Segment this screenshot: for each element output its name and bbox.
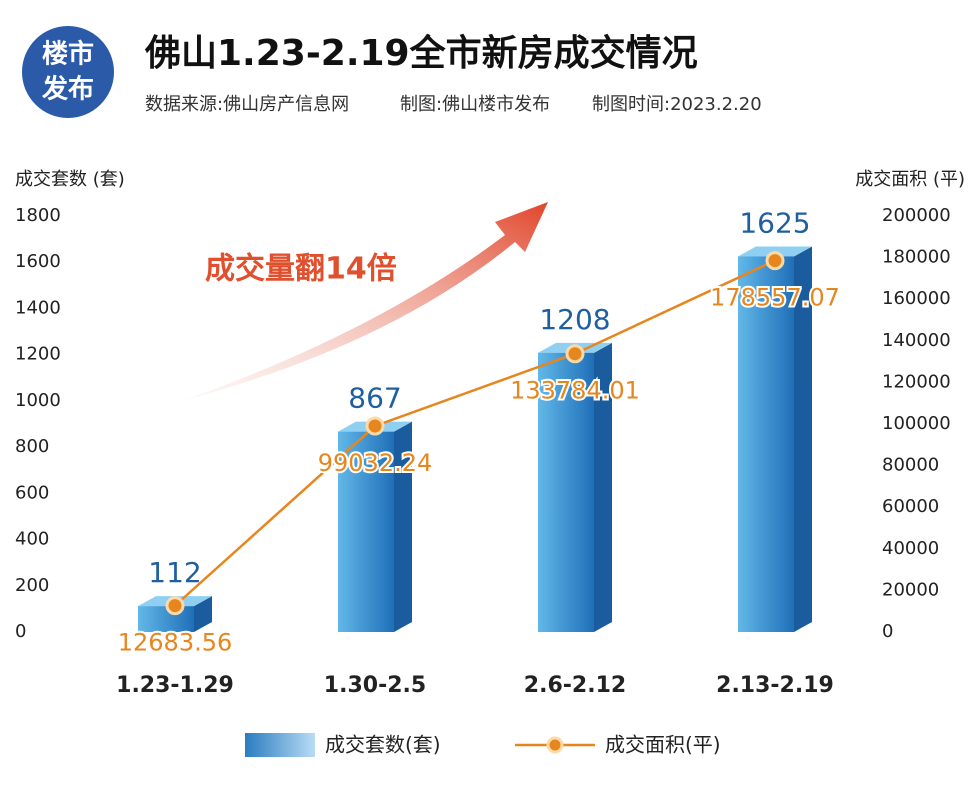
y-tick-label: 0 [15,621,26,642]
legend-label: 成交面积(平) [605,733,721,757]
y-tick-label: 1800 [15,205,61,226]
y2-tick-label: 60000 [882,496,939,517]
bar-value-label: 112 [148,556,201,589]
bar [138,606,194,632]
chart-title: 佛山1.23-2.19全市新房成交情况 [144,32,698,74]
line-value-label: 133784.01 [510,377,640,405]
bar [738,256,794,632]
line-point [565,344,585,364]
x-tick-label: 1.23-1.29 [116,673,234,698]
x-tick-label: 2.13-2.19 [716,673,834,698]
bar [538,352,594,632]
y-tick-label: 1200 [15,344,61,365]
y2-tick-label: 160000 [882,288,951,309]
y-tick-label: 200 [15,575,49,596]
bar-value-label: 1625 [739,206,810,239]
subtitle: 数据来源:佛山房产信息网 [145,94,349,115]
line-value-label: 12683.56 [118,629,233,657]
subtitle: 制图:佛山楼市发布 [400,94,550,115]
y2-tick-label: 0 [882,621,893,642]
y2-tick-label: 40000 [882,538,939,559]
y2-tick-label: 100000 [882,413,951,434]
line-point [165,596,185,616]
y2-tick-label: 120000 [882,371,951,392]
line [174,259,776,607]
line-value-label: 99032.24 [318,449,433,477]
y-tick-label: 1400 [15,297,61,318]
bar-value-label: 1208 [539,303,610,336]
y2-tick-label: 200000 [882,205,951,226]
line-value-label: 178557.07 [710,284,840,312]
y-tick-label: 1000 [15,390,61,411]
y2-tick-label: 180000 [882,247,951,268]
legend-swatch [546,736,564,754]
annotation: 成交量翻14倍 [205,252,397,287]
bar-side [594,342,612,632]
bar-side [194,596,212,632]
bar-side [394,421,412,632]
bar-value-label: 867 [348,382,401,415]
y2-tick-label: 20000 [882,579,939,600]
logo-bg [22,26,114,118]
x-tick-label: 1.30-2.5 [324,673,426,698]
y-axis-label: 成交套数 (套) [15,169,125,190]
y2-tick-label: 140000 [882,330,951,351]
logo-text: 楼市 [42,39,94,70]
bar [338,431,394,632]
line-point [765,251,785,271]
legend-label: 成交套数(套) [325,733,441,757]
y-tick-label: 800 [15,436,49,457]
logo-text: 发布 [41,74,94,105]
trend-arrow [185,202,548,400]
y2-axis-label: 成交面积 (平) [855,169,965,190]
line-point [365,416,385,436]
y-tick-label: 400 [15,529,49,550]
legend-swatch [245,733,315,757]
x-tick-label: 2.6-2.12 [524,673,626,698]
y2-tick-label: 80000 [882,455,939,476]
y-tick-label: 1600 [15,251,61,272]
bar-side [794,246,812,632]
subtitle: 制图时间:2023.2.20 [592,94,762,115]
y-tick-label: 600 [15,482,49,503]
